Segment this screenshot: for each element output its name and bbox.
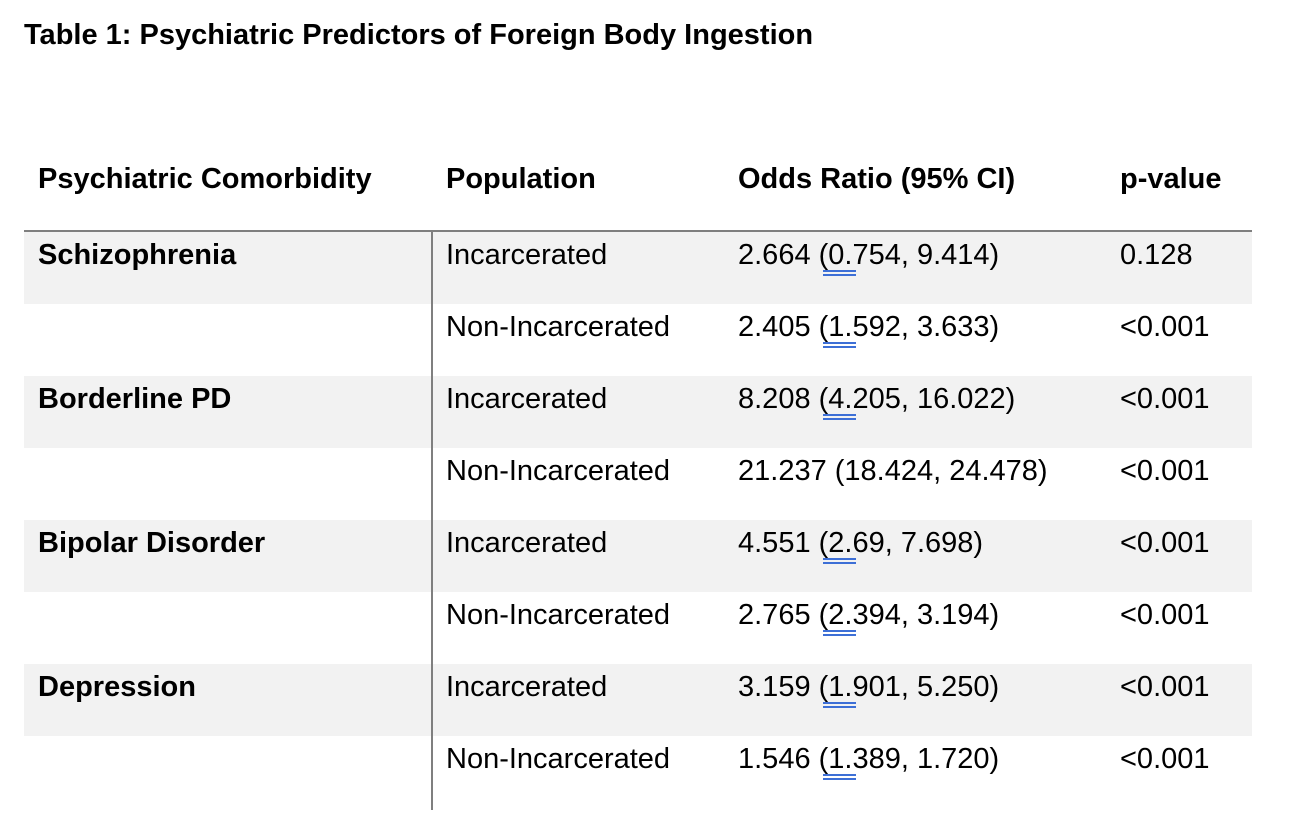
p-value-cell: <0.001 — [1120, 527, 1210, 559]
odds-ratio-cell: 3.159 (1.901, 5.250) — [738, 671, 1000, 703]
comorbidity-cell: Depression — [38, 671, 196, 703]
population-cell: Non-Incarcerated — [446, 743, 671, 775]
odds-ratio-cell: 21.237 (18.424, 24.478) — [738, 455, 1048, 487]
hidden-text-underline-marker — [823, 702, 856, 708]
p-value-cell: 0.128 — [1120, 239, 1193, 271]
table-row: Schizophrenia Incarcerated 2.664 (0.754,… — [24, 232, 1252, 304]
population-cell: Non-Incarcerated — [446, 455, 671, 487]
table-row: Borderline PD Incarcerated 8.208 (4.205,… — [24, 376, 1252, 448]
population-cell: Non-Incarcerated — [446, 599, 671, 631]
p-value-cell: <0.001 — [1120, 455, 1210, 487]
population-cell: Incarcerated — [446, 527, 608, 559]
odds-ratio-cell: 8.208 (4.205, 16.022) — [738, 383, 1016, 415]
population-cell: Incarcerated — [446, 671, 608, 703]
column-divider — [431, 231, 433, 810]
p-value-cell: <0.001 — [1120, 599, 1210, 631]
table-row: Non-Incarcerated 2.765 (2.394, 3.194) <0… — [24, 592, 1252, 664]
table-row: Depression Incarcerated 3.159 (1.901, 5.… — [24, 664, 1252, 736]
odds-ratio-cell: 2.405 (1.592, 3.633) — [738, 311, 1000, 343]
table-caption: Table 1: Psychiatric Predictors of Forei… — [24, 19, 814, 51]
header-odds-ratio: Odds Ratio (95% CI) — [738, 163, 1016, 195]
odds-ratio-cell: 4.551 (2.69, 7.698) — [738, 527, 984, 559]
population-cell: Non-Incarcerated — [446, 311, 671, 343]
odds-ratio-cell: 1.546 (1.389, 1.720) — [738, 743, 1000, 775]
hidden-text-underline-marker — [823, 414, 856, 420]
p-value-cell: <0.001 — [1120, 743, 1210, 775]
p-value-cell: <0.001 — [1120, 311, 1210, 343]
comorbidity-cell: Borderline PD — [38, 383, 232, 415]
comorbidity-cell: Schizophrenia — [38, 239, 237, 271]
table-header-row: Psychiatric Comorbidity Population Odds … — [24, 150, 1252, 232]
header-p-value: p-value — [1120, 163, 1222, 195]
hidden-text-underline-marker — [823, 774, 856, 780]
hidden-text-underline-marker — [823, 630, 856, 636]
header-psychiatric-comorbidity: Psychiatric Comorbidity — [38, 163, 372, 195]
comorbidity-cell: Bipolar Disorder — [38, 527, 266, 559]
hidden-text-underline-marker — [823, 270, 856, 276]
odds-ratio-cell: 2.664 (0.754, 9.414) — [738, 239, 1000, 271]
table-row: Non-Incarcerated 1.546 (1.389, 1.720) <0… — [24, 736, 1252, 808]
population-cell: Incarcerated — [446, 383, 608, 415]
table-row: Non-Incarcerated 2.405 (1.592, 3.633) <0… — [24, 304, 1252, 376]
data-table: Psychiatric Comorbidity Population Odds … — [24, 150, 1252, 810]
header-population: Population — [446, 163, 596, 195]
hidden-text-underline-marker — [823, 558, 856, 564]
p-value-cell: <0.001 — [1120, 671, 1210, 703]
table-row: Non-Incarcerated 21.237 (18.424, 24.478)… — [24, 448, 1252, 520]
odds-ratio-cell: 2.765 (2.394, 3.194) — [738, 599, 1000, 631]
hidden-text-underline-marker — [823, 342, 856, 348]
population-cell: Incarcerated — [446, 239, 608, 271]
table-row: Bipolar Disorder Incarcerated 4.551 (2.6… — [24, 520, 1252, 592]
p-value-cell: <0.001 — [1120, 383, 1210, 415]
